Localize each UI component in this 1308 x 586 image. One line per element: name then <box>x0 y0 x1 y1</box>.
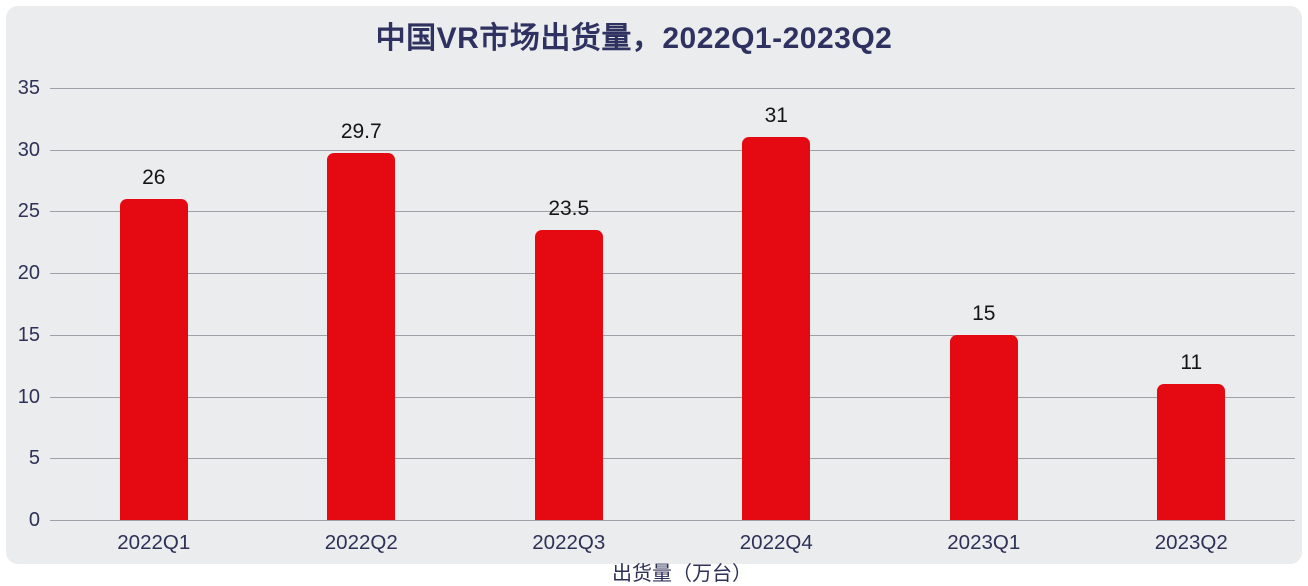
bar <box>119 199 188 520</box>
gridline <box>50 396 1295 398</box>
gridline <box>50 273 1295 275</box>
gridline <box>50 88 1295 89</box>
chart-title: 中国VR市场出货量，2022Q1-2023Q2 <box>375 22 893 55</box>
x-axis-tick-label: 2023Q2 <box>1154 531 1228 554</box>
gridline <box>50 458 1295 460</box>
y-axis-tick-label: 15 <box>17 323 40 346</box>
x-axis-tick-label: 2022Q4 <box>739 531 813 554</box>
bar-value-label: 23.5 <box>548 196 590 220</box>
gridline <box>50 334 1295 336</box>
y-axis-tick-label: 5 <box>28 447 40 470</box>
x-axis-tick-label: 2022Q1 <box>117 531 191 554</box>
y-axis-tick-label: 35 <box>17 77 40 99</box>
gridline <box>50 520 1295 521</box>
gridline <box>50 149 1295 151</box>
x-axis-tick-label: 2022Q2 <box>324 531 398 554</box>
bar <box>327 153 396 520</box>
gridline <box>50 211 1295 213</box>
bar <box>534 229 603 520</box>
x-axis-tick-label: 2023Q1 <box>947 531 1021 554</box>
bar-value-label: 29.7 <box>340 120 382 144</box>
y-axis-tick-label: 10 <box>17 385 40 408</box>
y-axis-tick-label: 0 <box>28 509 40 531</box>
bar-value-label: 26 <box>142 166 166 190</box>
bar <box>742 137 811 520</box>
chart-panel <box>6 6 1302 564</box>
bar-value-label: 11 <box>1180 351 1203 375</box>
bar <box>949 334 1018 520</box>
y-axis-tick-label: 30 <box>17 138 40 161</box>
plot-area: 0 5 10 15 20 25 30 35 26 2022Q1 29.7 2022Q2 23.5 2022… <box>17 77 1295 554</box>
y-axis-tick-label: 20 <box>17 262 40 285</box>
x-axis-tick-label: 2022Q3 <box>532 531 606 554</box>
bar <box>1157 384 1226 520</box>
bar-value-label: 15 <box>972 301 996 325</box>
bar-value-label: 31 <box>764 104 788 128</box>
y-axis-tick-label: 25 <box>17 200 40 223</box>
